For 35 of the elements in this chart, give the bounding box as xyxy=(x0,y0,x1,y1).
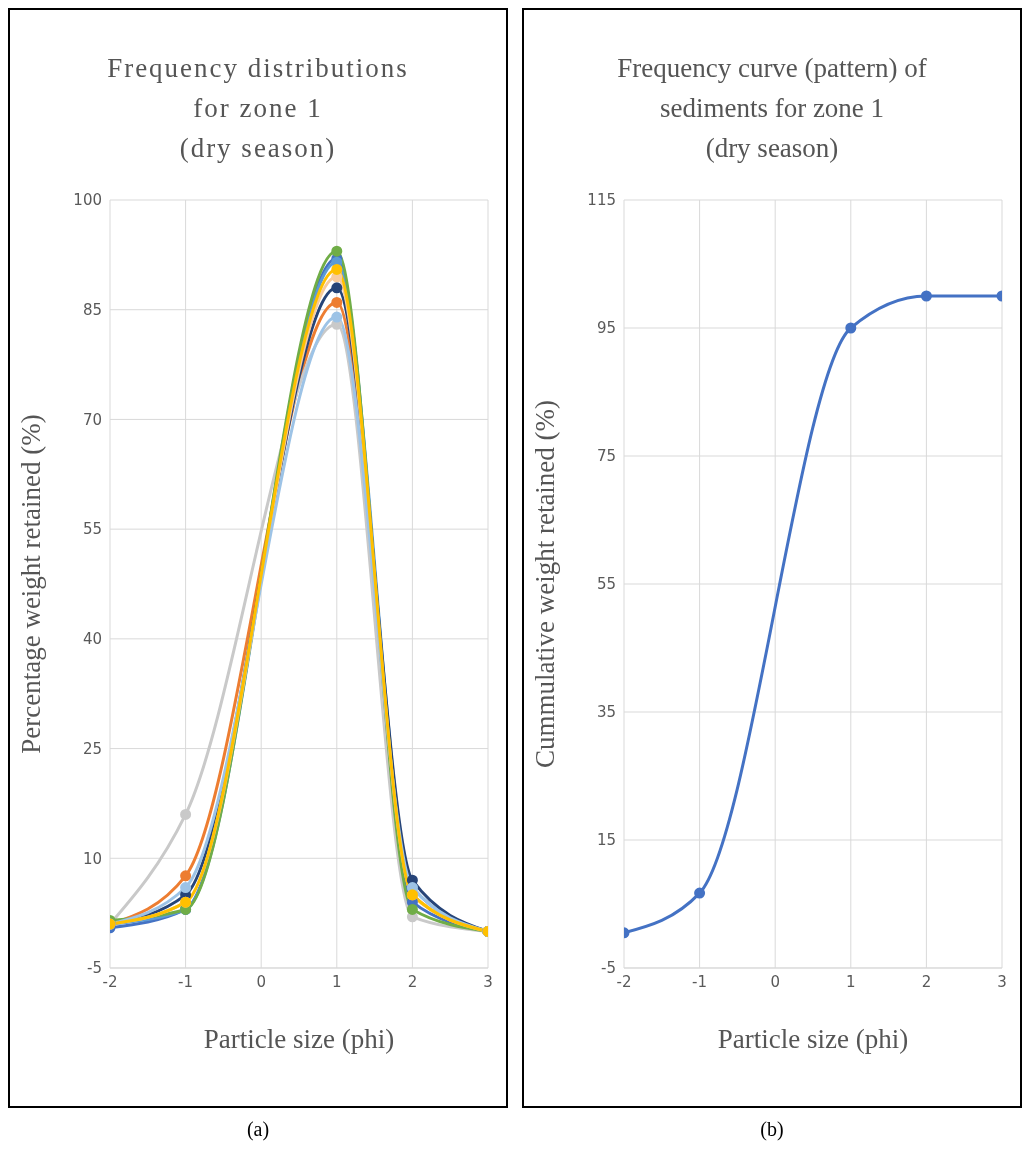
text: (a) xyxy=(245,1118,271,1141)
chart-title: Frequency distributions for zone 1 (dry season) xyxy=(106,52,410,165)
y-tick-label: 55 xyxy=(82,520,102,539)
y-tick-label: 95 xyxy=(596,319,616,338)
y-tick-label: 70 xyxy=(82,410,102,429)
y-tick-label: 35 xyxy=(596,703,616,722)
x-tick-label: -1 xyxy=(178,972,194,991)
x-tick-label: 2 xyxy=(921,972,932,991)
y-tick-label: 10 xyxy=(82,849,102,868)
x-axis-title: Particle size (phi) xyxy=(717,1024,909,1054)
x-tick-label: -1 xyxy=(692,972,708,991)
x-tick-label: -2 xyxy=(616,972,632,991)
x-tick-label: 0 xyxy=(770,972,780,991)
x-tick-label: 3 xyxy=(997,972,1007,991)
y-tick-label: 15 xyxy=(596,831,616,850)
x-tick-label: 1 xyxy=(332,972,342,991)
y-tick-label: 55 xyxy=(596,575,616,594)
y-tick-label: 100 xyxy=(73,191,102,210)
y-tick-label: 25 xyxy=(82,739,102,758)
x-tick-label: 0 xyxy=(256,972,266,991)
y-tick-label: 40 xyxy=(82,630,102,649)
y-tick-label: -5 xyxy=(601,959,616,978)
y-tick-label: 75 xyxy=(596,447,616,466)
x-axis-title: Particle size (phi) xyxy=(203,1024,395,1054)
x-tick-label: -2 xyxy=(102,972,118,991)
text: (b) xyxy=(759,1118,785,1141)
chart-title: Frequency curve (pattern) of sediments for zone 1 (dry season) xyxy=(616,52,928,165)
x-tick-label: 3 xyxy=(483,972,493,991)
y-axis-title: Percentage weight retained (%) xyxy=(15,414,46,754)
y-tick-label: 115 xyxy=(587,191,616,210)
y-axis-title: Cummulative weight retained (%) xyxy=(529,399,560,769)
y-tick-label: -5 xyxy=(87,959,102,978)
y-tick-label: 85 xyxy=(82,301,102,320)
x-tick-label: 1 xyxy=(846,972,856,991)
x-tick-label: 2 xyxy=(407,972,418,991)
